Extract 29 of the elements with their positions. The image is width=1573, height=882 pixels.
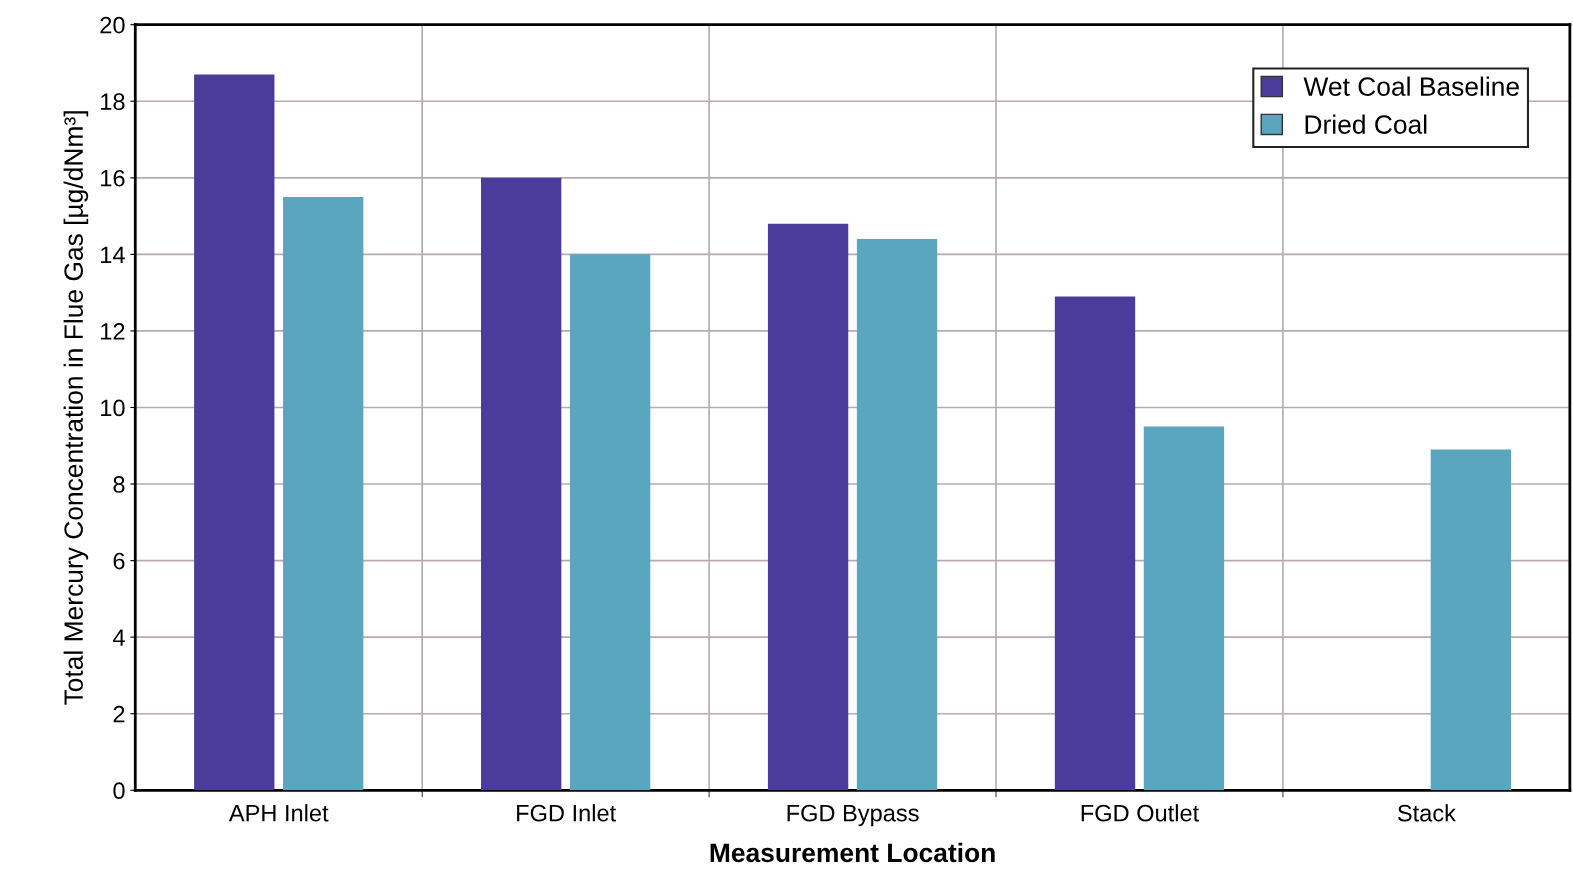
- y-tick-label: 16: [101, 169, 125, 187]
- y-tick-label: 6: [113, 552, 125, 570]
- y-tick-label: 18: [101, 93, 125, 111]
- y-tick-label: 14: [101, 246, 125, 263]
- bar: [767, 223, 849, 791]
- y-tick-label: 2: [113, 705, 125, 723]
- bar: [481, 177, 562, 791]
- bar: [569, 254, 651, 791]
- bar: [194, 74, 275, 791]
- bar: [1430, 449, 1512, 791]
- x-tick-label: FGD Inlet: [517, 804, 616, 822]
- x-tick-label: APH Inlet: [228, 804, 329, 822]
- y-tick-label: 8: [113, 476, 125, 493]
- y-tick-label: 20: [100, 16, 125, 34]
- y-tick-label: 4: [112, 629, 125, 646]
- bar: [1143, 426, 1225, 791]
- x-tick-label: Stack: [1397, 804, 1456, 822]
- legend-label: Wet Coal Baseline: [1303, 76, 1519, 96]
- x-tick-label: FGD Bypass: [787, 804, 919, 827]
- bar: [856, 239, 938, 791]
- y-tick-label: 12: [101, 322, 125, 340]
- y-axis-title: Total Mercury Concentration in Flue Gas [µg/dNm³]: [63, 111, 89, 705]
- bar: [283, 196, 364, 791]
- x-tick-label: FGD Outlet: [1081, 804, 1200, 822]
- bar: [1054, 296, 1136, 791]
- y-tick-label: 0: [113, 782, 125, 800]
- y-tick-label: 10: [101, 399, 125, 417]
- legend-label: Dried Coal: [1305, 114, 1427, 134]
- x-axis-title: Measurement Location: [710, 842, 995, 863]
